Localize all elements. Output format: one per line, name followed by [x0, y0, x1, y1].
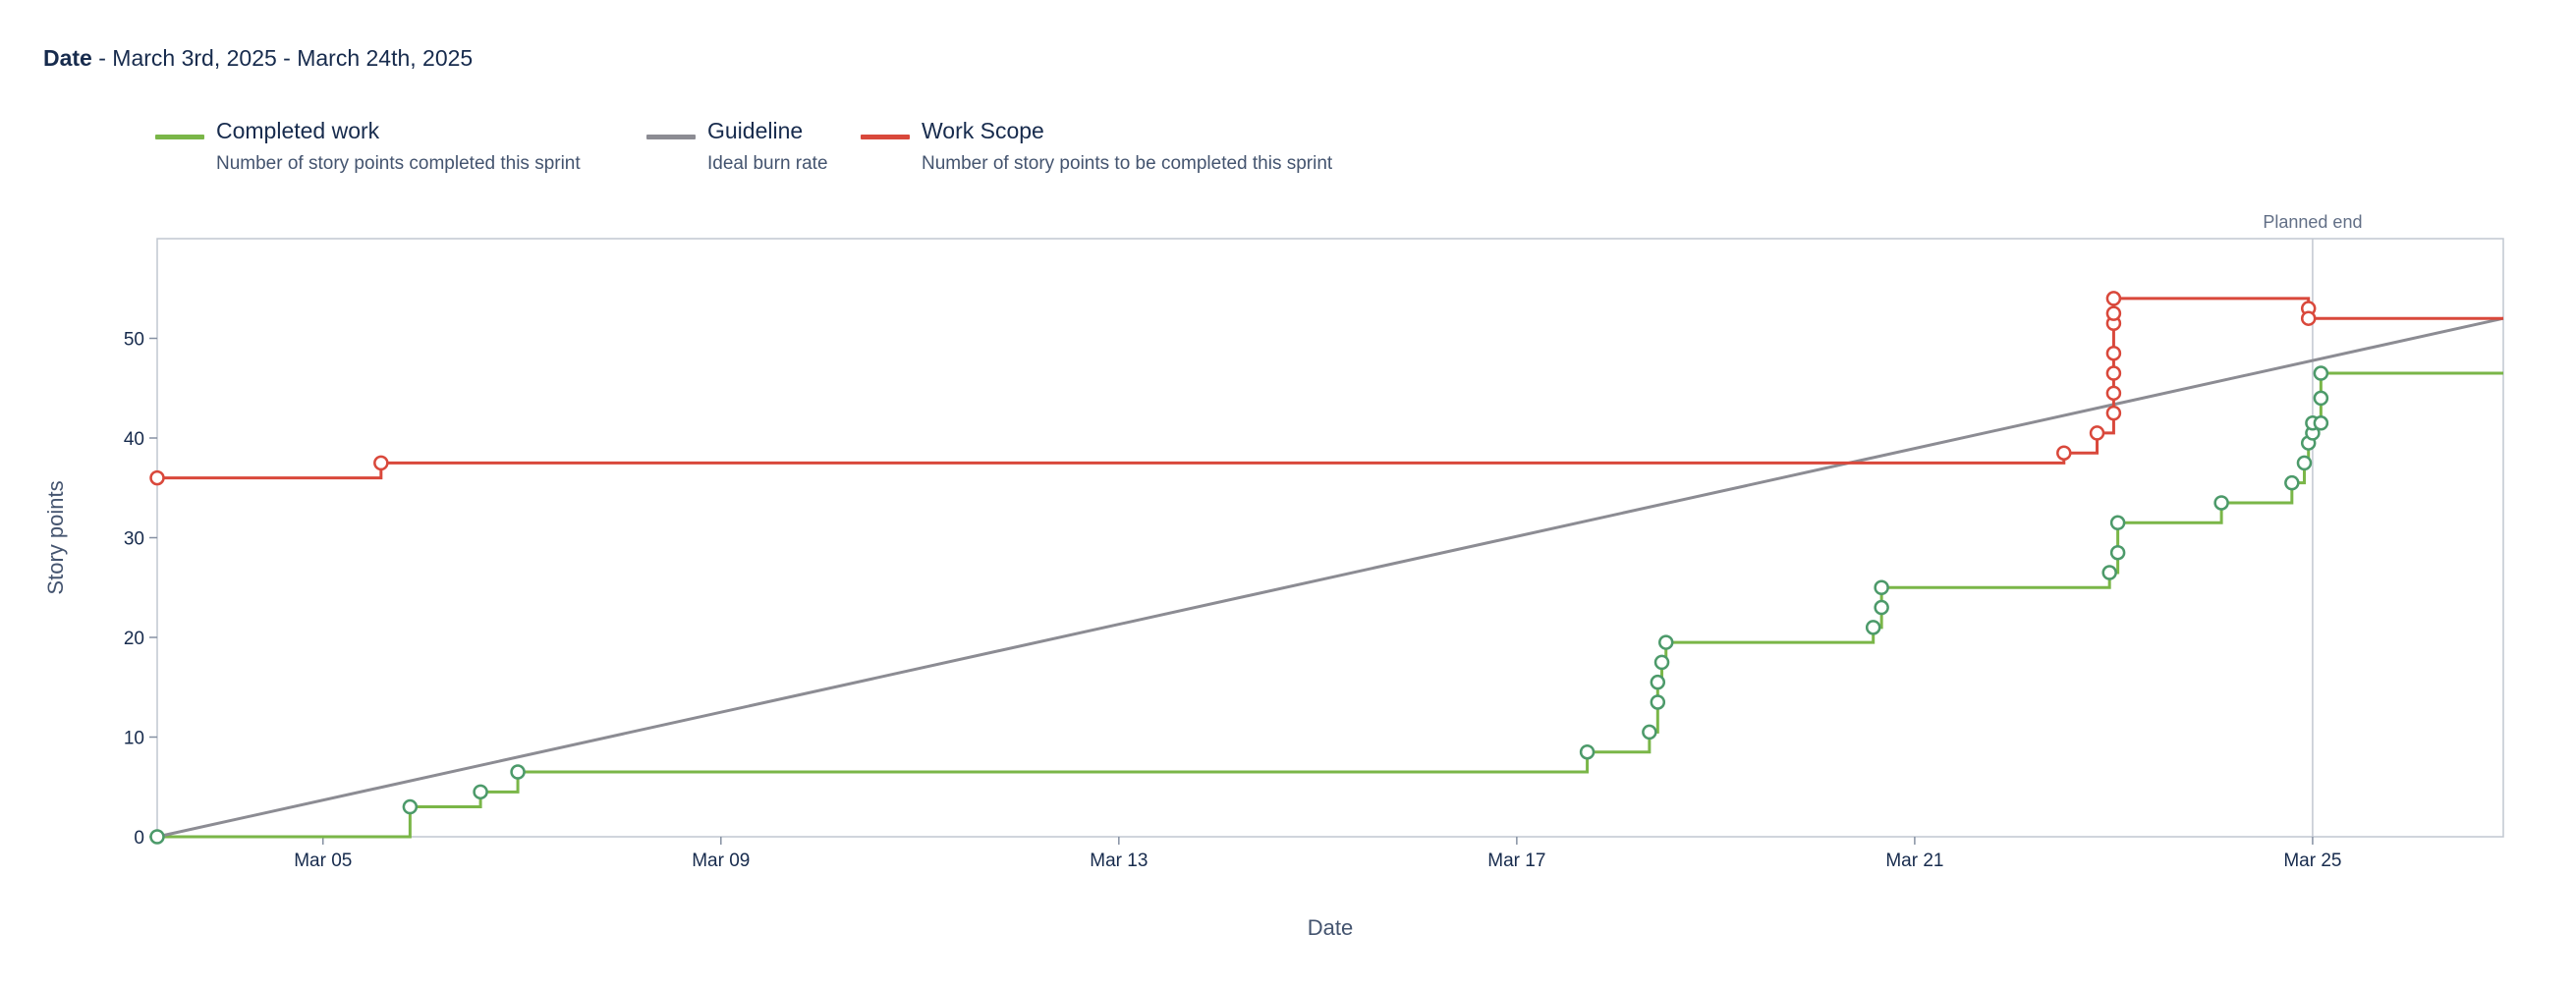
x-tick-label: Mar 05 — [294, 851, 352, 871]
data-point-completed-work — [402, 798, 419, 815]
legend-description: Number of story points to be completed t… — [922, 153, 1333, 174]
data-point-completed-work — [2313, 365, 2329, 381]
data-point-completed-work — [2109, 515, 2126, 531]
y-tick-label: 40 — [124, 429, 144, 450]
data-point-work-scope — [2056, 445, 2072, 461]
data-point-work-scope — [2105, 305, 2122, 321]
data-point-completed-work — [1642, 724, 1657, 741]
plot-frame — [156, 238, 2504, 838]
data-point-completed-work — [473, 784, 488, 800]
data-point-work-scope — [373, 455, 389, 471]
data-point-completed-work — [2284, 474, 2300, 491]
x-tick-label: Mar 21 — [1885, 851, 1943, 871]
data-point-work-scope — [2089, 425, 2105, 441]
legend-swatch-completed-work — [155, 135, 204, 139]
data-point-completed-work — [149, 829, 165, 845]
data-point-work-scope — [2105, 345, 2122, 361]
x-axis-title: Date — [1308, 915, 1353, 940]
data-point-completed-work — [2313, 390, 2329, 407]
y-tick-label: 50 — [124, 330, 144, 351]
data-point-completed-work — [2296, 455, 2313, 471]
x-tick-label: Mar 09 — [692, 851, 750, 871]
data-point-work-scope — [2300, 310, 2317, 326]
date-range-value: - March 3rd, 2025 - March 24th, 2025 — [91, 45, 474, 71]
series-line-completed-work — [157, 371, 2503, 839]
series-line-work-scope — [157, 297, 2503, 480]
data-point-work-scope — [2105, 365, 2122, 381]
legend-title: Guideline — [707, 118, 804, 143]
data-point-completed-work — [2101, 565, 2117, 580]
legend-title: Work Scope — [922, 118, 1044, 143]
date-range-header: Date - March 3rd, 2025 - March 24th, 202… — [43, 45, 473, 72]
legend-description: Number of story points completed this sp… — [216, 153, 581, 174]
data-point-completed-work — [1865, 620, 1881, 635]
data-point-completed-work — [2213, 495, 2229, 511]
x-tick-label: Mar 25 — [2283, 851, 2341, 871]
planned-end-label: Planned end — [2263, 212, 2362, 232]
data-point-completed-work — [1650, 694, 1666, 710]
x-tick-label: Mar 17 — [1487, 851, 1545, 871]
date-range-label: Date — [43, 45, 92, 71]
data-point-completed-work — [1650, 674, 1666, 690]
series-line-guideline — [156, 316, 2504, 839]
data-point-completed-work — [1874, 599, 1889, 616]
legend-swatch-work-scope — [861, 135, 910, 139]
y-tick-label: 10 — [124, 729, 144, 749]
data-point-completed-work — [1653, 654, 1670, 671]
data-point-completed-work — [1657, 634, 1674, 650]
y-tick-label: 0 — [134, 828, 144, 849]
data-point-completed-work — [510, 764, 526, 780]
legend-description: Ideal burn rate — [707, 153, 828, 174]
data-point-work-scope — [2105, 291, 2122, 306]
data-point-work-scope — [2105, 385, 2122, 402]
legend-swatch-guideline — [646, 135, 696, 139]
data-point-work-scope — [149, 469, 165, 486]
x-tick-label: Mar 13 — [1090, 851, 1148, 871]
data-point-completed-work — [2313, 415, 2329, 431]
y-tick-label: 20 — [124, 629, 144, 649]
data-point-completed-work — [2109, 544, 2126, 561]
y-tick-label: 30 — [124, 529, 144, 550]
data-point-completed-work — [1874, 579, 1889, 595]
data-point-completed-work — [1579, 743, 1596, 760]
y-axis-title: Story points — [43, 480, 68, 594]
legend-title: Completed work — [216, 118, 380, 143]
data-point-work-scope — [2105, 405, 2122, 421]
